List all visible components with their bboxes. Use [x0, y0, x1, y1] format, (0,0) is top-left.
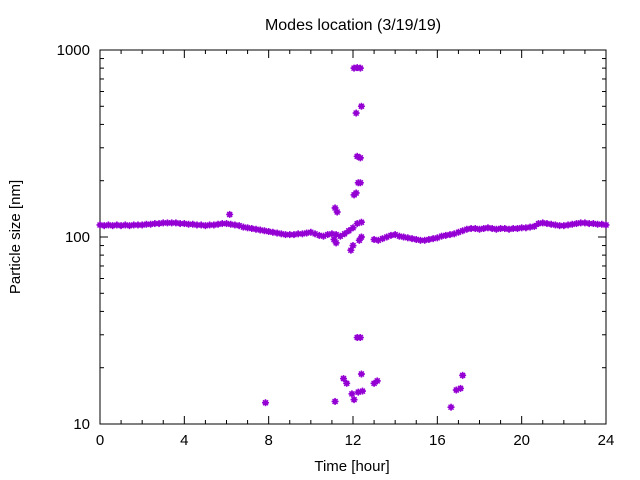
x-tick-label: 4: [180, 432, 188, 449]
data-point-outlier: [333, 208, 341, 216]
data-point-outlier: [340, 375, 348, 383]
data-point: [345, 227, 353, 235]
x-tick-label: 0: [96, 432, 104, 449]
x-tick-label: 8: [264, 432, 272, 449]
axis-ticks: [99, 49, 607, 425]
data-point-outlier: [352, 189, 360, 197]
data-point-outlier: [343, 379, 351, 387]
data-point-outlier: [226, 210, 234, 218]
x-tick-label: 20: [513, 432, 530, 449]
data-point-outlier: [356, 154, 364, 162]
x-tick-labels: 0 4 8 12 16 20 24: [96, 432, 615, 449]
plot-frame: [99, 49, 607, 425]
data-point: [151, 220, 159, 228]
x-tick-label: 12: [345, 432, 362, 449]
data-point-outlier: [262, 399, 270, 407]
data-point-outlier: [332, 239, 340, 247]
data-point: [602, 221, 610, 229]
data-points: [96, 64, 610, 411]
x-tick-label: 16: [429, 432, 446, 449]
data-point-outlier: [373, 377, 381, 385]
data-point: [408, 235, 416, 243]
data-point-outlier: [350, 396, 358, 404]
data-point-outlier: [357, 102, 365, 110]
x-tick-label: 24: [598, 432, 615, 449]
data-point-outlier: [357, 233, 365, 241]
y-axis-label: Particle size [nm]: [7, 180, 24, 294]
data-point-outlier: [459, 371, 467, 379]
data-point-outlier: [356, 179, 364, 187]
data-point-outlier: [357, 370, 365, 378]
data-point: [341, 230, 349, 238]
data-point-outlier: [356, 334, 364, 342]
chart-title: Modes location (3/19/19): [265, 17, 441, 34]
data-point: [387, 231, 395, 239]
data-point-outlier: [358, 387, 366, 395]
data-point-outlier: [349, 242, 357, 250]
data-point: [433, 234, 441, 242]
data-point-outlier: [447, 403, 455, 411]
data-point-outlier: [331, 397, 339, 405]
data-point-outlier: [352, 109, 360, 117]
data-point: [357, 218, 365, 226]
data-point-outlier: [457, 384, 465, 392]
y-tick-labels: 10 100 1000: [57, 42, 90, 433]
data-point-outlier: [348, 390, 356, 398]
data-point: [509, 225, 517, 233]
data-point: [286, 231, 294, 239]
y-tick-label: 10: [73, 416, 90, 433]
y-tick-label: 1000: [57, 42, 90, 59]
data-point-outlier: [356, 64, 364, 72]
data-point: [349, 224, 357, 232]
y-tick-label: 100: [65, 229, 90, 246]
x-axis-label: Time [hour]: [314, 458, 389, 475]
